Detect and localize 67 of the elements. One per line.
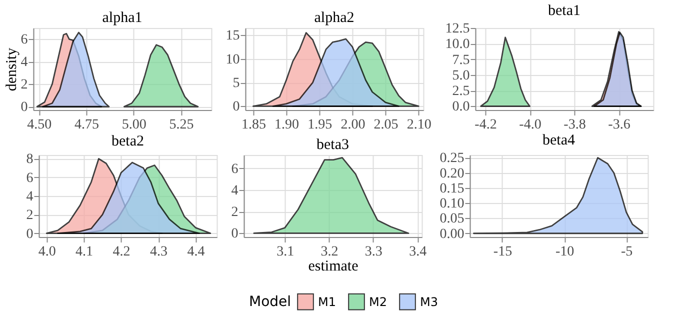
y-tick-label: 0.10 xyxy=(440,196,464,212)
y-tick-label: 4 xyxy=(26,190,34,204)
x-tick-label: 2.00 xyxy=(340,118,366,132)
y-tick-label: 2 xyxy=(20,78,28,93)
y-tick-label: 7.5 xyxy=(452,52,470,68)
x-tick-label: -5 xyxy=(620,244,633,260)
legend-label: M3 xyxy=(420,294,438,309)
y-tick-label: 4 xyxy=(231,184,238,199)
y-tick-label: 6 xyxy=(231,162,238,177)
chart-title: beta1 xyxy=(548,3,580,19)
x-tick-label: 3.1 xyxy=(276,244,294,260)
x-tick-label: 4.75 xyxy=(74,118,100,132)
x-tick-label: 3.4 xyxy=(409,244,427,260)
x-tick-label: 2.10 xyxy=(406,118,432,132)
y-tick-label: 0.05 xyxy=(440,212,464,227)
y-tick-label: 10.0 xyxy=(445,37,470,52)
y-tick-label: 0.0 xyxy=(452,100,470,115)
x-tick-label: 4.1 xyxy=(76,244,94,260)
y-axis-title: density xyxy=(4,47,20,92)
y-tick-label: 2.5 xyxy=(452,84,470,100)
y-tick-label: 12.5 xyxy=(445,22,470,36)
chart-title: beta2 xyxy=(112,134,144,150)
chart-title: beta4 xyxy=(542,132,576,149)
y-tick-label: 5 xyxy=(232,76,240,92)
x-tick-label: -10 xyxy=(555,244,574,260)
x-tick-label: -3.6 xyxy=(608,118,630,132)
y-tick-label: 4 xyxy=(20,55,28,70)
x-tick-label: 1.85 xyxy=(241,118,266,132)
y-tick-label: 0 xyxy=(20,100,28,116)
y-tick-label: 0 xyxy=(231,226,238,242)
x-tick-label: -15 xyxy=(493,244,512,260)
y-tick-label: 0 xyxy=(232,100,240,115)
y-tick-label: 0.25 xyxy=(440,151,464,166)
x-tick-label: 4.4 xyxy=(187,244,205,260)
y-tick-label: 0.15 xyxy=(440,181,464,196)
y-tick-label: 0.20 xyxy=(440,166,464,182)
legend-label: M2 xyxy=(369,294,387,309)
x-tick-label: 5.00 xyxy=(122,118,146,132)
chart-title: alpha2 xyxy=(314,10,354,26)
y-tick-label: 0 xyxy=(26,226,34,242)
x-tick-label: 4.0 xyxy=(38,244,56,260)
x-tick-label: 4.50 xyxy=(27,118,52,132)
y-tick-label: 8 xyxy=(26,152,34,168)
x-tick-label: 3.3 xyxy=(364,244,382,260)
x-tick-label: -3.8 xyxy=(564,118,586,132)
legend-title: Model xyxy=(249,294,292,310)
x-tick-label: 1.90 xyxy=(274,118,300,132)
y-tick-label: 2 xyxy=(26,208,34,224)
y-tick-label: 6 xyxy=(20,32,28,48)
x-tick-label: -4.0 xyxy=(519,118,542,132)
x-tick-label: 3.2 xyxy=(320,244,338,260)
x-tick-label: 4.3 xyxy=(150,244,168,260)
y-tick-label: 6 xyxy=(26,170,34,186)
y-tick-label: 2 xyxy=(231,205,238,220)
x-tick-label: 2.05 xyxy=(374,118,398,132)
y-tick-label: 0.00 xyxy=(440,226,464,242)
y-tick-label: 10 xyxy=(226,52,240,68)
y-tick-label: 15 xyxy=(226,28,240,44)
x-tick-label: -4.2 xyxy=(474,118,497,132)
x-tick-label: 4.2 xyxy=(112,244,130,260)
y-tick-label: 5.0 xyxy=(452,68,470,84)
legend-label: M1 xyxy=(318,294,336,309)
x-tick-label: 5.25 xyxy=(169,118,194,132)
x-axis-title: estimate xyxy=(308,258,359,274)
x-tick-label: 1.95 xyxy=(308,118,332,132)
chart-title: alpha1 xyxy=(102,10,142,26)
chart-title: beta3 xyxy=(316,137,349,153)
